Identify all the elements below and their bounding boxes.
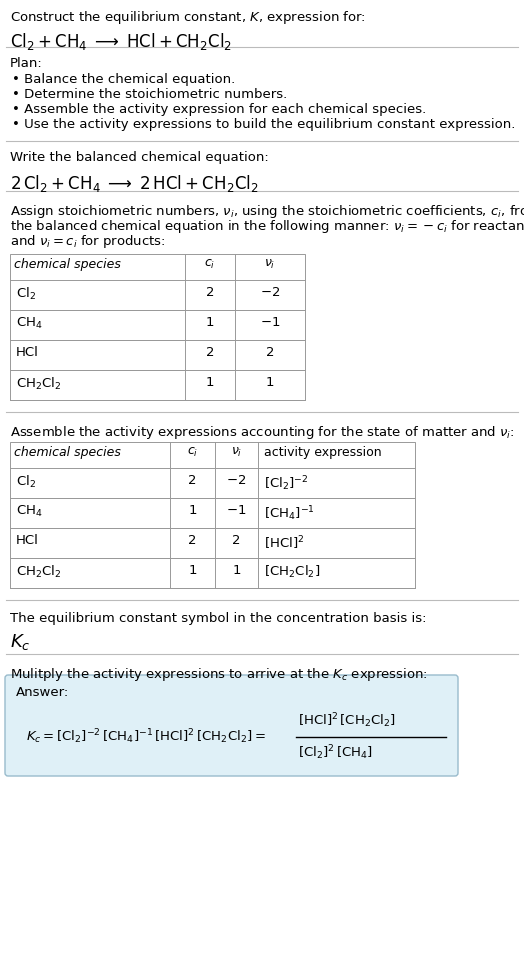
Text: chemical species: chemical species bbox=[14, 258, 121, 271]
Text: 2: 2 bbox=[188, 534, 196, 547]
Text: 1: 1 bbox=[232, 564, 241, 577]
Text: Plan:: Plan: bbox=[10, 57, 43, 70]
Text: 2: 2 bbox=[188, 474, 196, 487]
Text: 2: 2 bbox=[206, 286, 214, 299]
Text: Answer:: Answer: bbox=[16, 686, 69, 699]
Text: • Use the activity expressions to build the equilibrium constant expression.: • Use the activity expressions to build … bbox=[12, 118, 516, 131]
Text: the balanced chemical equation in the following manner: $\nu_i = -c_i$ for react: the balanced chemical equation in the fo… bbox=[10, 218, 524, 235]
Bar bbox=[10, 254, 305, 400]
Text: 1: 1 bbox=[266, 376, 274, 389]
Text: $\mathrm{CH_4}$: $\mathrm{CH_4}$ bbox=[16, 504, 42, 519]
Text: The equilibrium constant symbol in the concentration basis is:: The equilibrium constant symbol in the c… bbox=[10, 612, 427, 625]
Text: $-1$: $-1$ bbox=[260, 316, 280, 329]
Text: $[\mathrm{Cl_2}]^{-2}$: $[\mathrm{Cl_2}]^{-2}$ bbox=[264, 474, 309, 493]
Text: $\mathrm{CH_4}$: $\mathrm{CH_4}$ bbox=[16, 316, 42, 331]
Text: and $\nu_i = c_i$ for products:: and $\nu_i = c_i$ for products: bbox=[10, 233, 166, 250]
Text: $[\mathrm{HCl}]^{2}$: $[\mathrm{HCl}]^{2}$ bbox=[264, 534, 304, 551]
FancyBboxPatch shape bbox=[5, 675, 458, 776]
Text: Write the balanced chemical equation:: Write the balanced chemical equation: bbox=[10, 151, 269, 164]
Bar bbox=[10, 442, 415, 588]
Text: 1: 1 bbox=[206, 316, 214, 329]
Text: 2: 2 bbox=[206, 346, 214, 359]
Text: 2: 2 bbox=[266, 346, 274, 359]
Text: Assemble the activity expressions accounting for the state of matter and $\nu_i$: Assemble the activity expressions accoun… bbox=[10, 424, 515, 441]
Text: 2: 2 bbox=[232, 534, 241, 547]
Text: $-1$: $-1$ bbox=[226, 504, 247, 517]
Text: $\mathrm{Cl_2 + CH_4 \;\longrightarrow\; HCl + CH_2Cl_2}$: $\mathrm{Cl_2 + CH_4 \;\longrightarrow\;… bbox=[10, 31, 232, 52]
Text: Construct the equilibrium constant, $K$, expression for:: Construct the equilibrium constant, $K$,… bbox=[10, 9, 366, 26]
Text: $\mathrm{Cl_2}$: $\mathrm{Cl_2}$ bbox=[16, 474, 36, 490]
Text: HCl: HCl bbox=[16, 346, 39, 359]
Text: 1: 1 bbox=[188, 564, 196, 577]
Text: Mulitply the activity expressions to arrive at the $K_c$ expression:: Mulitply the activity expressions to arr… bbox=[10, 666, 428, 683]
Text: 1: 1 bbox=[188, 504, 196, 517]
Text: $\mathrm{CH_2Cl_2}$: $\mathrm{CH_2Cl_2}$ bbox=[16, 564, 61, 580]
Text: $\mathrm{CH_2Cl_2}$: $\mathrm{CH_2Cl_2}$ bbox=[16, 376, 61, 392]
Text: chemical species: chemical species bbox=[14, 446, 121, 459]
Text: $K_c$: $K_c$ bbox=[10, 632, 30, 652]
Text: • Balance the chemical equation.: • Balance the chemical equation. bbox=[12, 73, 235, 86]
Text: HCl: HCl bbox=[16, 534, 39, 547]
Text: • Determine the stoichiometric numbers.: • Determine the stoichiometric numbers. bbox=[12, 88, 287, 101]
Text: $c_i$: $c_i$ bbox=[187, 446, 198, 459]
Text: $\mathrm{Cl_2}$: $\mathrm{Cl_2}$ bbox=[16, 286, 36, 302]
Text: $[\mathrm{CH_4}]^{-1}$: $[\mathrm{CH_4}]^{-1}$ bbox=[264, 504, 315, 523]
Text: $-2$: $-2$ bbox=[226, 474, 247, 487]
Text: $[\mathrm{HCl}]^{2}\,[\mathrm{CH_2Cl_2}]$: $[\mathrm{HCl}]^{2}\,[\mathrm{CH_2Cl_2}]… bbox=[298, 712, 396, 730]
Text: $c_i$: $c_i$ bbox=[204, 258, 216, 271]
Text: 1: 1 bbox=[206, 376, 214, 389]
Text: $K_c = [\mathrm{Cl_2}]^{-2}\,[\mathrm{CH_4}]^{-1}\,[\mathrm{HCl}]^{2}\,[\mathrm{: $K_c = [\mathrm{Cl_2}]^{-2}\,[\mathrm{CH… bbox=[26, 728, 266, 746]
Text: $\nu_i$: $\nu_i$ bbox=[264, 258, 276, 271]
Text: Assign stoichiometric numbers, $\nu_i$, using the stoichiometric coefficients, $: Assign stoichiometric numbers, $\nu_i$, … bbox=[10, 203, 524, 220]
Text: $[\mathrm{CH_2Cl_2}]$: $[\mathrm{CH_2Cl_2}]$ bbox=[264, 564, 320, 580]
Text: $-2$: $-2$ bbox=[260, 286, 280, 299]
Text: • Assemble the activity expression for each chemical species.: • Assemble the activity expression for e… bbox=[12, 103, 426, 116]
Text: $\nu_i$: $\nu_i$ bbox=[231, 446, 242, 459]
Text: activity expression: activity expression bbox=[264, 446, 381, 459]
Text: $[\mathrm{Cl_2}]^{2}\,[\mathrm{CH_4}]$: $[\mathrm{Cl_2}]^{2}\,[\mathrm{CH_4}]$ bbox=[298, 743, 373, 762]
Text: $\mathrm{2\,Cl_2 + CH_4 \;\longrightarrow\; 2\,HCl + CH_2Cl_2}$: $\mathrm{2\,Cl_2 + CH_4 \;\longrightarro… bbox=[10, 173, 259, 194]
